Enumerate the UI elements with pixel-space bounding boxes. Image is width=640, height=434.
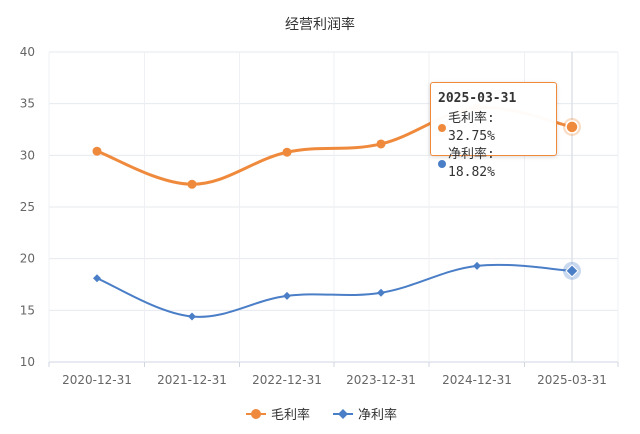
tooltip-date: 2025-03-31 xyxy=(438,91,517,106)
y-tick-label: 10 xyxy=(20,355,35,369)
tooltip-net-margin-value: 净利率: 18.82% xyxy=(448,147,495,180)
tooltip-row-gross-margin: 毛利率: 32.75% xyxy=(438,110,549,146)
tooltip-gross-margin-dot xyxy=(438,124,446,132)
y-tick-label: 20 xyxy=(20,252,35,266)
tooltip-row-net-margin: 净利率: 18.82% xyxy=(438,146,549,182)
net-margin-point xyxy=(473,261,481,270)
y-tick-label: 25 xyxy=(20,200,35,214)
y-tick-label: 35 xyxy=(20,97,35,111)
gross-margin-point xyxy=(187,179,197,189)
net-margin-point xyxy=(188,312,196,321)
net-margin-point xyxy=(283,291,291,300)
net-margin-point xyxy=(377,288,385,297)
chart-tooltip: 2025-03-31 毛利率: 32.75% 净利率: 18.82% xyxy=(430,82,557,180)
gross-margin-point xyxy=(565,120,579,134)
legend-net-margin-marker xyxy=(338,409,348,419)
y-tick-label: 15 xyxy=(20,303,35,317)
tooltip-net-margin-dot xyxy=(438,160,446,168)
net-margin-point xyxy=(565,264,579,278)
x-tick-label: 2021-12-31 xyxy=(157,373,227,387)
gross-margin-point xyxy=(282,147,292,157)
chart-title: 经营利润率 xyxy=(285,17,355,33)
legend-net-margin-label: 净利率 xyxy=(358,407,397,423)
y-tick-label: 40 xyxy=(20,45,35,59)
x-tick-label: 2023-12-31 xyxy=(346,373,416,387)
x-tick-label: 2022-12-31 xyxy=(252,373,322,387)
net-margin-point xyxy=(93,274,101,283)
y-tick-label: 30 xyxy=(20,148,35,162)
legend-gross-margin-label: 毛利率 xyxy=(271,407,310,423)
x-tick-label: 2024-12-31 xyxy=(442,373,512,387)
gross-margin-point xyxy=(376,139,386,149)
net-margin-line xyxy=(96,263,573,318)
gross-margin-point xyxy=(92,146,102,156)
x-tick-label: 2025-03-31 xyxy=(537,373,607,387)
tooltip-gross-margin-value: 毛利率: 32.75% xyxy=(448,111,495,144)
x-tick-label: 2020-12-31 xyxy=(62,373,132,387)
legend-gross-margin-marker xyxy=(251,409,261,419)
